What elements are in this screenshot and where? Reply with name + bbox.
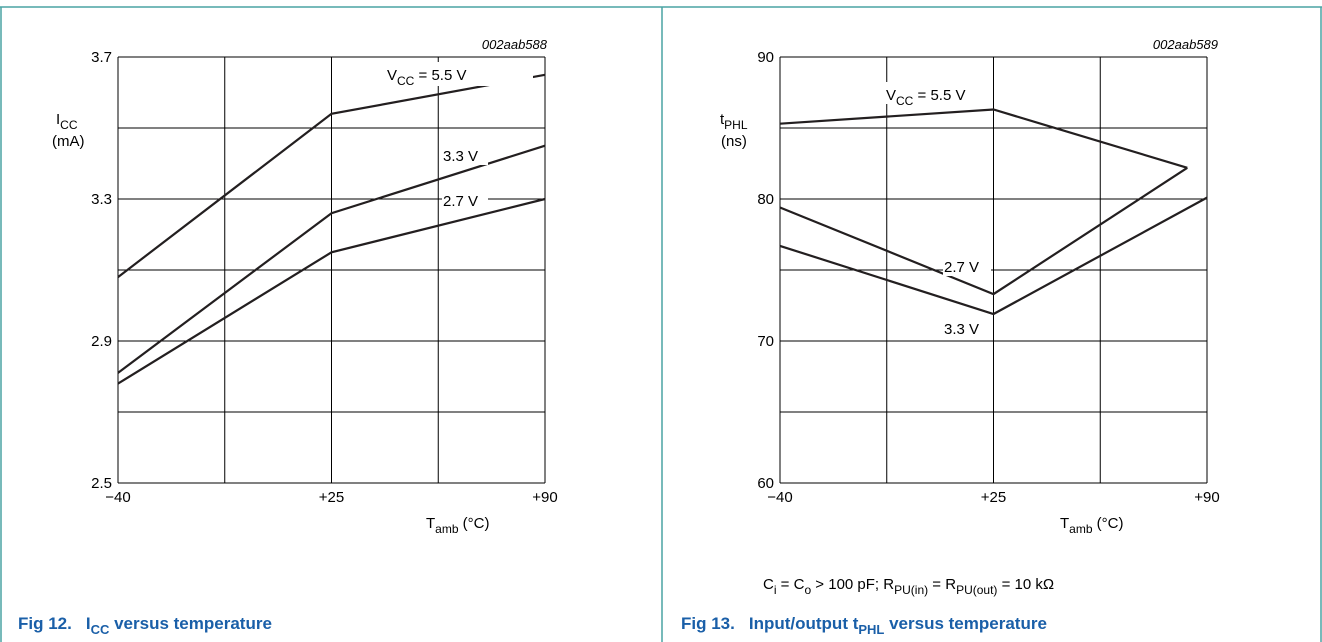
series-label-5v5-fig13: VCC = 5.5 V	[886, 87, 965, 108]
y-tick-labels-fig13: 60 70 80 90	[757, 49, 774, 492]
x-tick-label: +90	[532, 489, 557, 506]
series-line-0	[117, 73, 546, 278]
series-line-1	[117, 144, 546, 374]
chart-fig12: 2.5 2.9 3.3 3.7 −40 +25 +90 002aab588 ICC (mA…	[18, 37, 558, 637]
test-condition-fig13: Ci = Co > 100 pF; RPU(in) = RPU(out) = 1…	[763, 576, 1054, 597]
chart-fig13: 60 70 80 90 −40 +25 +90 002aab589 tPHL (ns) T…	[681, 37, 1220, 637]
grid-fig13	[779, 56, 1208, 484]
x-tick-label: −40	[105, 489, 130, 506]
series-label-3v3-fig13: 3.3 V	[944, 321, 979, 338]
grid-fig12	[117, 56, 546, 484]
x-tick-label: +90	[1194, 489, 1219, 506]
panel-frame	[0, 6, 1322, 642]
y-tick-label: 2.5	[91, 475, 112, 492]
y-axis-unit-fig13: (ns)	[721, 133, 747, 150]
chart-code-fig13: 002aab589	[1153, 37, 1218, 52]
y-tick-label: 3.7	[91, 49, 112, 66]
series-label-2v7-fig12: 2.7 V	[443, 193, 478, 210]
label-bg-2v7-fig12	[442, 190, 488, 210]
x-tick-labels-fig12: −40 +25 +90	[105, 489, 557, 506]
label-bg-3v3-fig13	[943, 318, 991, 338]
series-label-3v3-fig12: 3.3 V	[443, 148, 478, 165]
y-axis-label-fig12: ICC	[56, 111, 78, 132]
y-tick-label: 2.9	[91, 333, 112, 350]
y-tick-label: 60	[757, 475, 774, 492]
label-bg-2v7-fig13	[943, 256, 991, 276]
label-bg-5v5-fig13	[884, 82, 992, 104]
label-bg-5v5-fig12	[385, 62, 533, 86]
y-tick-label: 90	[757, 49, 774, 66]
series-label-5v5-fig12: VCC = 5.5 V	[387, 67, 466, 88]
caption-fig12: Fig 12. ICC versus temperature	[18, 614, 272, 637]
series-line-2	[779, 196, 1208, 316]
x-tick-label: +25	[319, 489, 344, 506]
y-tick-label: 3.3	[91, 191, 112, 208]
y-tick-labels-fig12: 2.5 2.9 3.3 3.7	[91, 49, 112, 492]
y-tick-label: 80	[757, 191, 774, 208]
series-label-2v7-fig13: 2.7 V	[944, 259, 979, 276]
x-axis-label-fig13: Tamb (°C)	[1060, 515, 1124, 536]
x-tick-labels-fig13: −40 +25 +90	[767, 489, 1219, 506]
series-line-1	[779, 166, 1188, 296]
series-line-2	[117, 197, 546, 385]
series-line-0	[779, 108, 1188, 169]
y-axis-unit-fig12: (mA)	[52, 133, 85, 150]
series-lines-fig13	[779, 108, 1208, 316]
x-tick-label: +25	[981, 489, 1006, 506]
x-tick-label: −40	[767, 489, 792, 506]
chart-code-fig12: 002aab588	[482, 37, 548, 52]
y-axis-label-fig13: tPHL	[720, 111, 748, 132]
x-axis-label-fig12: Tamb (°C)	[426, 515, 490, 536]
series-lines-fig12	[117, 73, 546, 385]
label-bg-3v3-fig12	[442, 145, 488, 165]
caption-fig13: Fig 13. Input/output tPHL versus temperat…	[681, 614, 1047, 637]
y-tick-label: 70	[757, 333, 774, 350]
